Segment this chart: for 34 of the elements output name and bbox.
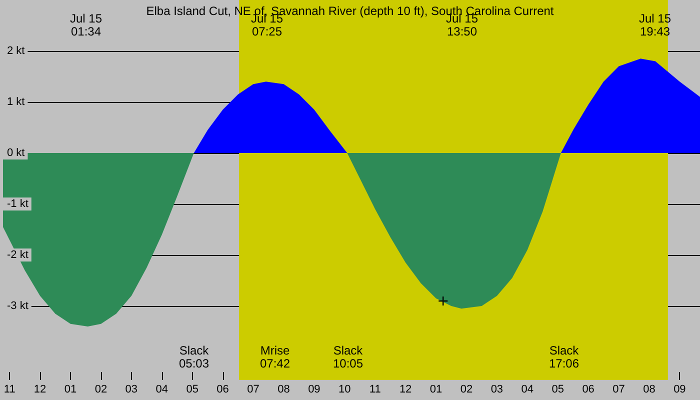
x-tick-label: 08: [643, 384, 656, 396]
x-tick-label: 12: [34, 384, 46, 396]
annotation: Jul 15 01:34: [70, 12, 102, 38]
y-tick-label: -1 kt: [7, 198, 28, 210]
x-tick-label: 06: [216, 384, 229, 396]
x-tick-label: 06: [582, 384, 594, 396]
x-tick-label: 12: [399, 384, 412, 396]
x-tick-label: 04: [156, 384, 168, 396]
y-tick-label: -3 kt: [7, 300, 28, 312]
annotation: Slack 05:03: [178, 344, 210, 370]
y-tick-label: 1 kt: [7, 96, 25, 108]
x-tick-label: 03: [490, 384, 504, 396]
x-tick-label: 03: [125, 384, 138, 396]
x-tick-label: 07: [247, 384, 260, 396]
x-tick-label: 10: [338, 384, 351, 396]
x-tick-label: 09: [308, 384, 320, 396]
y-tick-label: -2 kt: [7, 249, 28, 262]
x-tick-label: 05: [186, 384, 198, 396]
x-tick-label: 04: [521, 384, 534, 396]
x-tick-label: 08: [278, 384, 290, 396]
x-tick-label: 02: [94, 384, 108, 396]
x-tick-label: 01: [430, 384, 442, 396]
annotation: Slack 10:05: [332, 344, 364, 370]
y-tick-label: 0 kt: [7, 147, 25, 160]
y-tick-label: 2 kt: [7, 45, 25, 58]
x-tick-label: 11: [4, 384, 16, 396]
x-tick-label: 09: [674, 384, 686, 396]
x-tick-label: 11: [369, 384, 381, 396]
annotation: Mrise 07:42: [260, 344, 290, 370]
annotation: Slack 17:06: [548, 344, 580, 370]
x-tick-label: 02: [460, 384, 473, 396]
x-tick-label: 07: [612, 384, 625, 396]
x-tick-label: 05: [552, 384, 564, 396]
x-tick-label: 01: [64, 384, 77, 396]
